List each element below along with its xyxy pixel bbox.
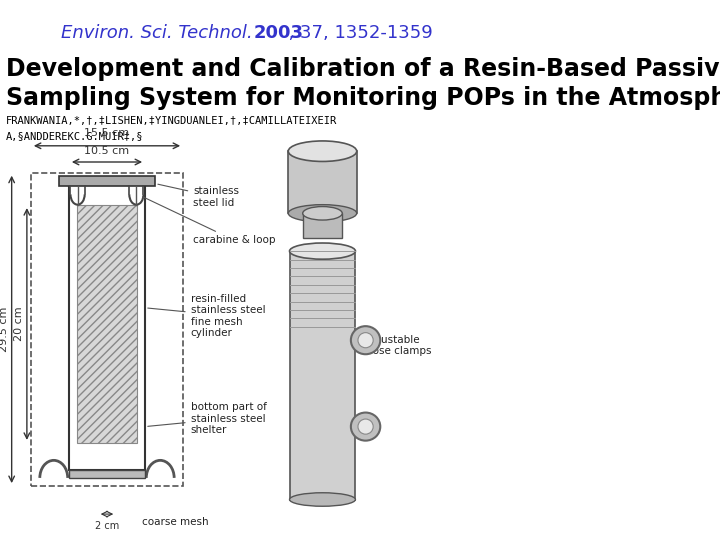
Text: adjustable
hose clamps: adjustable hose clamps (366, 335, 431, 356)
Text: 2003: 2003 (254, 24, 304, 42)
Bar (69, 470, 145, 478)
Text: resin-filled
stainless steel
fine mesh
cylinder: resin-filled stainless steel fine mesh c… (148, 294, 265, 338)
Text: 29.5 cm: 29.5 cm (0, 307, 9, 352)
Ellipse shape (358, 419, 373, 434)
Ellipse shape (289, 243, 356, 259)
Ellipse shape (289, 492, 356, 507)
Text: coarse mesh: coarse mesh (143, 517, 209, 528)
Ellipse shape (351, 413, 380, 441)
Ellipse shape (288, 141, 356, 161)
Text: carabine & loop: carabine & loop (143, 197, 276, 245)
Text: 15.5 cm: 15.5 cm (84, 127, 130, 138)
Text: Sampling System for Monitoring POPs in the Atmosphere: Sampling System for Monitoring POPs in t… (6, 86, 720, 110)
Ellipse shape (288, 205, 356, 222)
Bar (289, 251, 356, 500)
Text: Environ. Sci. Technol.: Environ. Sci. Technol. (61, 24, 253, 42)
Text: 20 cm: 20 cm (14, 307, 24, 341)
Bar (59, 176, 155, 186)
Bar (69, 181, 145, 470)
Text: 10.5 cm: 10.5 cm (84, 145, 130, 156)
Bar (288, 151, 356, 213)
Text: FRANKWANIA,*,†,‡LISHEN,‡YINGDUANLEI,†,‡CAMILLATEIXEIR: FRANKWANIA,*,†,‡LISHEN,‡YINGDUANLEI,†,‡C… (6, 116, 337, 126)
Text: 2 cm: 2 cm (95, 521, 119, 531)
Bar (31, 173, 183, 486)
Text: bottom part of
stainless steel
shelter: bottom part of stainless steel shelter (148, 402, 266, 435)
Ellipse shape (302, 206, 342, 220)
Text: stainless
steel lid: stainless steel lid (158, 184, 239, 208)
Ellipse shape (351, 326, 380, 354)
Ellipse shape (358, 333, 373, 348)
Bar (302, 213, 342, 238)
Text: , 37, 1352-1359: , 37, 1352-1359 (254, 24, 433, 42)
Bar (76, 205, 138, 443)
Text: A,§ANDDEREKC.G.MUIR‡,§: A,§ANDDEREKC.G.MUIR‡,§ (6, 132, 143, 143)
Text: Development and Calibration of a Resin-Based Passive: Development and Calibration of a Resin-B… (6, 57, 720, 80)
